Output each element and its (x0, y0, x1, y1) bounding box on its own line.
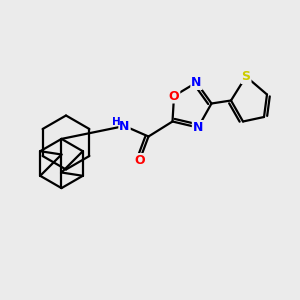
Text: N: N (119, 119, 130, 133)
Text: S: S (242, 70, 250, 83)
Text: N: N (191, 76, 202, 89)
Text: N: N (193, 121, 203, 134)
Text: H: H (112, 117, 121, 128)
Text: O: O (169, 89, 179, 103)
Text: O: O (134, 154, 145, 167)
